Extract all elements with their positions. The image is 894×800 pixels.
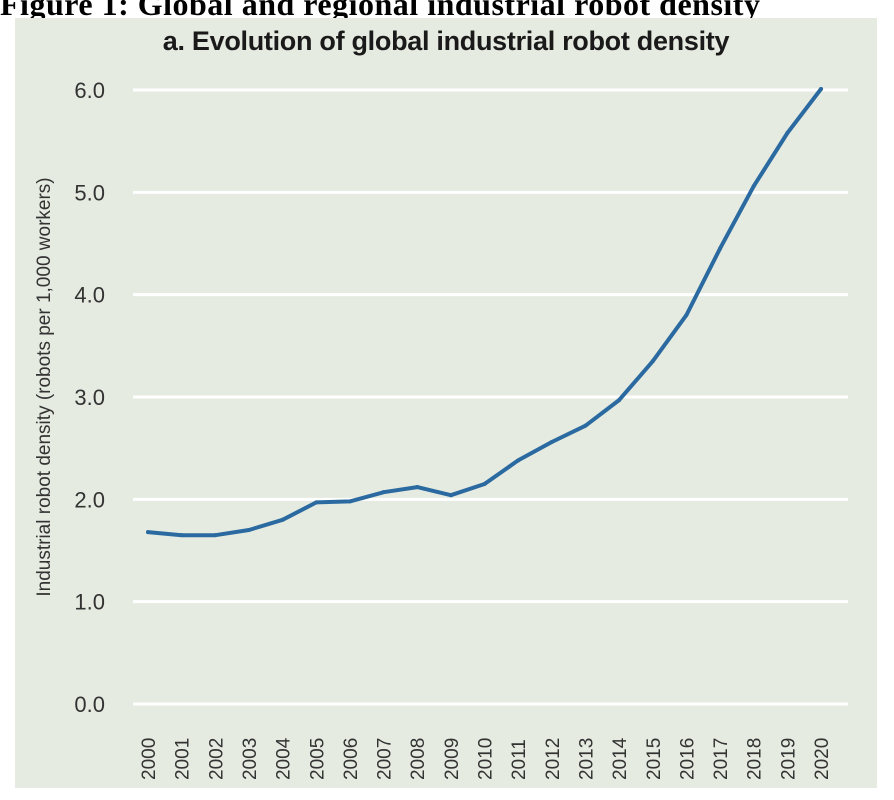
data-point: [718, 246, 723, 251]
data-point: [146, 530, 150, 535]
x-tick-label: 2005: [307, 738, 328, 780]
data-point: [819, 86, 823, 91]
data-point: [751, 184, 756, 189]
page-header-fragment: Figure 1: Global and regional industrial…: [0, 0, 894, 18]
x-tick-label: 2014: [610, 737, 631, 780]
y-axis-label: Industrial robot density (robots per 1,0…: [34, 177, 55, 596]
y-tick-label: 2.0: [74, 487, 105, 512]
data-point: [179, 533, 184, 538]
data-point: [415, 485, 420, 490]
data-point: [381, 490, 386, 495]
x-tick-label: 2016: [677, 738, 698, 780]
data-point: [448, 493, 453, 498]
x-tick-label: 2009: [442, 738, 463, 780]
x-tick-label: 2020: [812, 738, 833, 780]
data-point: [482, 481, 487, 486]
x-tick-label: 2008: [408, 738, 429, 780]
data-point: [583, 423, 588, 428]
data-point: [650, 359, 655, 364]
data-point: [314, 500, 319, 505]
x-tick-label: 2012: [543, 738, 564, 780]
chart-panel: a. Evolution of global industrial robot …: [15, 18, 877, 788]
x-tick-label: 2006: [341, 738, 362, 780]
y-tick-label: 0.0: [74, 692, 105, 717]
data-point: [785, 130, 790, 135]
x-tick-label: 2011: [509, 739, 530, 780]
series-line: [146, 87, 823, 538]
x-tick-label: 2001: [173, 738, 194, 780]
x-tick-label: 2000: [139, 738, 160, 780]
x-tick-label: 2007: [375, 738, 396, 780]
y-tick-label: 5.0: [74, 180, 105, 205]
data-point: [617, 398, 622, 403]
data-point: [347, 499, 352, 504]
data-point: [280, 517, 285, 522]
x-tick-label: 2015: [644, 738, 665, 780]
line-chart: 0.0 1.0 2.0 3.0 4.0 5.0 6.0 Industrial robot de…: [34, 78, 848, 780]
y-tick-label: 1.0: [74, 590, 105, 615]
x-tick-label: 2018: [745, 738, 766, 780]
data-point: [516, 458, 521, 463]
page-header-text: Figure 1: Global and regional industrial…: [0, 0, 761, 18]
y-tick-label: 6.0: [74, 78, 105, 103]
x-tick-label: 2017: [711, 738, 732, 780]
data-point: [246, 528, 251, 533]
x-tick-label: 2003: [240, 738, 261, 780]
x-tick-label: 2019: [778, 738, 799, 780]
data-point: [213, 533, 218, 538]
x-tick-label: 2004: [274, 737, 295, 780]
y-tick-label: 4.0: [74, 283, 105, 308]
x-tick-label: 2013: [576, 738, 597, 780]
x-tick-label: 2002: [206, 738, 227, 780]
data-point: [549, 440, 554, 445]
chart-title: a. Evolution of global industrial robot …: [162, 26, 730, 56]
y-tick-label: 3.0: [74, 385, 105, 410]
x-tick-label: 2010: [476, 738, 497, 780]
data-point: [684, 313, 689, 318]
